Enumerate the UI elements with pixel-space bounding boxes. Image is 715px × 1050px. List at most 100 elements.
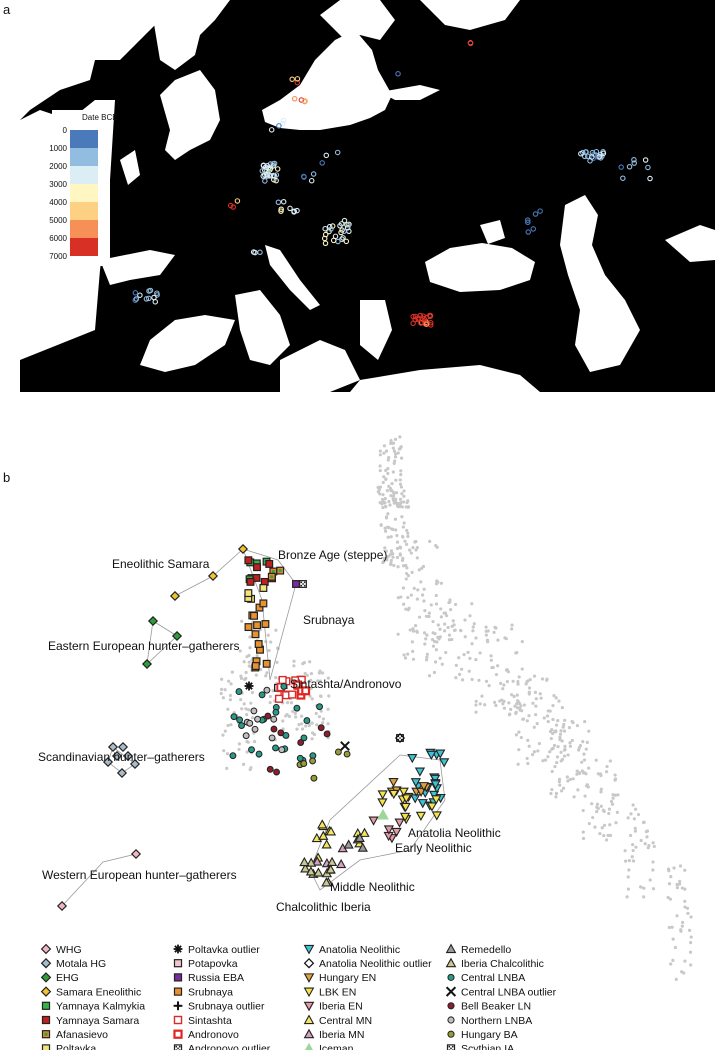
marker-shape — [207, 570, 219, 582]
reference-sample-point — [228, 698, 233, 702]
reference-sample-point — [595, 805, 599, 809]
reference-sample-point — [606, 833, 610, 837]
marker-circle-gray — [246, 719, 254, 727]
reference-sample-point — [580, 760, 584, 764]
reference-sample-point — [560, 705, 564, 710]
map-sample-marker — [417, 312, 423, 319]
reference-sample-point — [415, 545, 419, 550]
legend-entry-label: Afanasievo — [56, 1029, 108, 1041]
map-sample-marker — [132, 290, 139, 296]
reference-sample-point — [285, 712, 289, 717]
colorbar-cell — [70, 184, 98, 202]
marker-shape — [357, 842, 368, 852]
reference-sample-point — [558, 783, 562, 787]
marker-shape — [296, 754, 304, 762]
reference-sample-point — [633, 807, 638, 811]
marker-circle-darkred — [323, 730, 331, 738]
marker-shape — [255, 750, 263, 758]
marker-tri-up-gray — [354, 832, 365, 842]
marker-tri-down-orange — [388, 778, 399, 788]
water-black-sea — [425, 243, 535, 292]
marker-circle-gray — [251, 725, 259, 733]
reference-sample-point — [520, 667, 524, 671]
marker-shape — [359, 827, 370, 837]
reference-sample-point — [484, 679, 489, 683]
reference-sample-point — [554, 696, 558, 700]
marker-diamond-gray — [111, 750, 123, 762]
map-sample-marker — [600, 150, 607, 157]
marker-circle-teal — [235, 688, 243, 696]
marker-shape — [391, 827, 402, 838]
water-gulf-bothnia — [320, 0, 395, 40]
marker-shape — [368, 816, 379, 826]
reference-sample-point — [434, 582, 439, 586]
marker-tri-up-yellow — [359, 827, 370, 837]
map-sample-marker — [618, 164, 624, 170]
reference-sample-point — [378, 468, 382, 473]
reference-sample-point — [451, 619, 455, 623]
reference-sample-point — [326, 707, 330, 711]
reference-sample-point — [689, 963, 693, 967]
reference-sample-point — [585, 740, 589, 744]
reference-sample-point — [243, 677, 247, 682]
reference-sample-point — [399, 595, 403, 599]
reference-sample-point — [242, 702, 246, 706]
reference-sample-point — [297, 723, 301, 727]
reference-sample-point — [598, 832, 602, 836]
water-azov — [480, 220, 505, 244]
reference-sample-point — [457, 656, 461, 660]
reference-sample-point — [666, 895, 670, 900]
reference-sample-point — [291, 709, 295, 714]
reference-sample-point — [379, 523, 383, 527]
marker-shape — [309, 757, 317, 765]
map-sample-marker — [310, 171, 317, 177]
reference-sample-point — [543, 758, 548, 762]
reference-sample-point — [587, 766, 591, 770]
reference-sample-point — [401, 535, 405, 539]
legend-entry-label: Yamnaya Samara — [56, 1015, 139, 1027]
reference-sample-point — [431, 631, 435, 635]
reference-sample-point — [605, 764, 609, 769]
marker-shape — [251, 662, 260, 670]
reference-sample-point — [308, 660, 312, 664]
legend-entry-label: Andronovo — [188, 1029, 239, 1041]
marker-circle-gray — [242, 732, 250, 740]
marker-shape — [262, 659, 271, 668]
reference-sample-point — [429, 603, 433, 607]
colorbar-cells — [70, 130, 98, 256]
reference-sample-point — [225, 752, 230, 756]
reference-sample-point — [422, 599, 426, 603]
map-sample-marker — [423, 314, 430, 321]
legend-entry-label: Iceman — [319, 1043, 354, 1050]
reference-sample-point — [626, 887, 630, 891]
marker-shape — [451, 1045, 454, 1048]
reference-sample-point — [628, 833, 633, 838]
marker-square-orange-green — [267, 572, 276, 581]
marker-shape — [274, 694, 284, 703]
reference-sample-point — [625, 895, 629, 899]
marker-diamond-gray — [122, 750, 134, 762]
marker-tri-down-cyan — [410, 794, 421, 804]
reference-sample-point — [396, 451, 400, 455]
marker-shape — [445, 986, 457, 997]
marker-shape — [300, 863, 311, 873]
reference-sample-point — [411, 657, 416, 661]
marker-shape — [242, 732, 250, 740]
marker-diamond-gray — [129, 758, 141, 770]
marker-circle-teal — [303, 717, 311, 725]
marker-square-orange — [254, 640, 263, 648]
reference-sample-point — [384, 549, 388, 553]
reference-sample-point — [440, 662, 444, 666]
marker-shape — [259, 584, 268, 592]
marker-tri-up-khaki — [300, 863, 311, 873]
reference-sample-point — [515, 706, 520, 710]
reference-sample-point — [444, 650, 448, 655]
reference-sample-point — [527, 690, 531, 694]
marker-shape — [448, 1045, 451, 1048]
reference-sample-point — [539, 696, 543, 700]
reference-sample-point — [591, 815, 595, 820]
reference-sample-point — [432, 639, 437, 644]
marker-square-orange — [244, 623, 253, 632]
reference-sample-point — [502, 699, 506, 703]
reference-sample-point — [675, 886, 680, 890]
